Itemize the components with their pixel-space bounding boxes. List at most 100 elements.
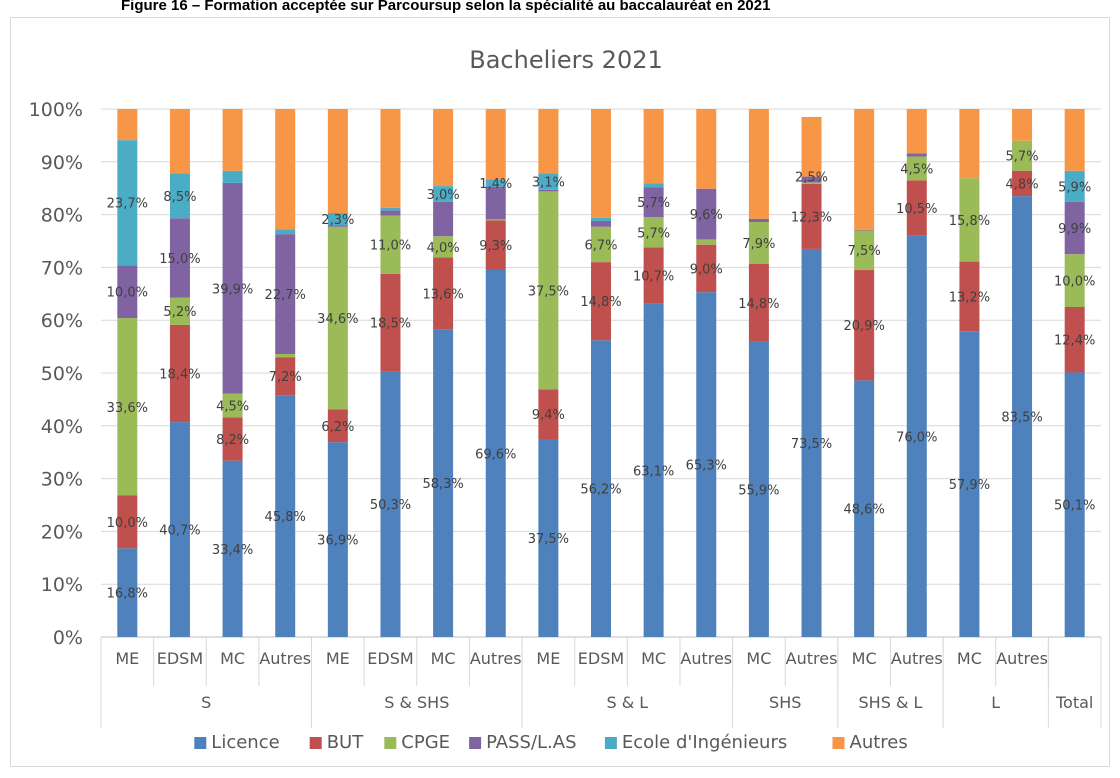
data-label: 13,6%: [422, 287, 463, 302]
bar-segment: [906, 153, 927, 157]
data-label: 39,9%: [212, 282, 253, 297]
bar-segment: [275, 357, 296, 396]
bar-segment: [643, 217, 664, 248]
bar-segment: [169, 218, 190, 298]
x-tick-label: ME: [326, 649, 350, 668]
data-label: 23,7%: [107, 197, 148, 212]
bar-segment: [801, 116, 822, 177]
x-tick-label: Autres: [996, 649, 1048, 668]
bar-segment: [854, 109, 875, 230]
data-label: 33,6%: [107, 401, 148, 416]
data-label: 9,4%: [532, 408, 565, 423]
data-label: 57,9%: [949, 478, 990, 493]
chart-title: Bacheliers 2021: [469, 46, 663, 74]
data-label: 6,7%: [584, 238, 617, 253]
bar-segment: [222, 170, 243, 183]
data-label: 40,7%: [159, 524, 200, 539]
data-label: 83,5%: [1001, 411, 1042, 426]
data-label: 22,7%: [265, 288, 306, 303]
bar-segment: [327, 109, 348, 214]
data-label: 76,0%: [896, 430, 937, 445]
bar-segment: [222, 109, 243, 171]
figure-caption: Figure 16 – Formation acceptée sur Parco…: [121, 0, 771, 14]
data-label: 34,6%: [317, 312, 358, 327]
bar-segment: [222, 182, 243, 394]
legend: Licence BUT CPGE PASS/L.AS Ecole d'Ingénieur…: [194, 732, 908, 753]
bar-segment: [222, 393, 243, 418]
bar-segment: [485, 179, 506, 187]
legend-label: CPGE: [401, 732, 450, 753]
bar-segment: [327, 226, 348, 410]
bar-segment: [854, 230, 875, 271]
bar-segment: [748, 221, 769, 264]
x-axis: ME EDSM MC Autres ME EDSM MC Autres ME EDSM MC Autr…: [100, 637, 1102, 728]
y-tick-label: 0%: [53, 627, 83, 649]
bar-segment: [906, 109, 927, 154]
bar-segment: [380, 371, 401, 637]
x-tick-label: Autres: [470, 649, 522, 668]
data-label: 11,0%: [370, 239, 411, 254]
x-tick-label: MC: [746, 649, 771, 668]
x-group-label: SHS & L: [859, 693, 923, 712]
bar-segment: [117, 548, 138, 637]
legend-swatch: [194, 737, 207, 749]
x-group-label: S & L: [606, 693, 648, 712]
bar-segment: [485, 109, 506, 180]
bar-segment: [696, 239, 717, 245]
data-label: 10,5%: [896, 202, 937, 217]
bar-segment: [327, 225, 348, 227]
bar-segment: [433, 329, 454, 637]
x-group-label: S: [201, 693, 211, 712]
data-label: 65,3%: [686, 459, 727, 474]
x-tick-label: EDSM: [578, 649, 624, 668]
bar-segment: [275, 109, 296, 230]
bar-segment: [169, 109, 190, 174]
bar-segment: [643, 187, 664, 218]
x-tick-label: Autres: [680, 649, 732, 668]
bar-segment: [643, 109, 664, 184]
bar-segment: [696, 109, 717, 189]
bar-segment: [854, 380, 875, 637]
bar-segment: [380, 273, 401, 372]
data-label: 33,4%: [212, 543, 253, 558]
bar-segment: [906, 156, 927, 181]
bar-segment: [748, 263, 769, 342]
bars: [117, 109, 1085, 638]
bar-segment: [643, 303, 664, 637]
bar-segment: [117, 109, 138, 141]
bar-segment: [538, 173, 559, 190]
y-tick-label: 90%: [41, 152, 83, 174]
data-label: 5,2%: [163, 305, 196, 320]
bar-segment: [696, 244, 717, 293]
data-label: 15,0%: [159, 252, 200, 267]
data-label: 9,9%: [1058, 222, 1091, 237]
y-tick-label: 10%: [41, 574, 83, 596]
data-label: 3,1%: [532, 176, 565, 191]
bar-segment: [854, 270, 875, 381]
bar-segment: [591, 226, 611, 263]
y-tick-label: 30%: [41, 469, 83, 491]
x-tick-label: MC: [220, 649, 245, 668]
bar-segment: [485, 219, 506, 221]
x-tick-label: ME: [115, 649, 139, 668]
data-label: 4,8%: [1006, 177, 1039, 192]
data-label: 20,9%: [844, 319, 885, 334]
bar-segment: [591, 220, 611, 227]
bar-segment: [433, 257, 454, 330]
legend-label: BUT: [327, 732, 365, 753]
bar-segment: [1064, 372, 1085, 637]
bar-segment: [485, 220, 506, 270]
x-tick-label: Autres: [891, 649, 943, 668]
data-label: 37,5%: [528, 284, 569, 299]
data-label: 9,3%: [479, 239, 512, 254]
data-label: 2,3%: [321, 213, 354, 228]
bar-segment: [275, 395, 296, 637]
bar-segment: [538, 189, 559, 192]
x-group-label: S & SHS: [384, 693, 449, 712]
bar-segment: [1064, 254, 1085, 307]
bar-segment: [117, 140, 138, 266]
bar-segment: [696, 188, 717, 240]
bar-segment: [275, 234, 296, 354]
data-label: 7,9%: [742, 237, 775, 252]
data-label: 3,0%: [427, 188, 460, 203]
